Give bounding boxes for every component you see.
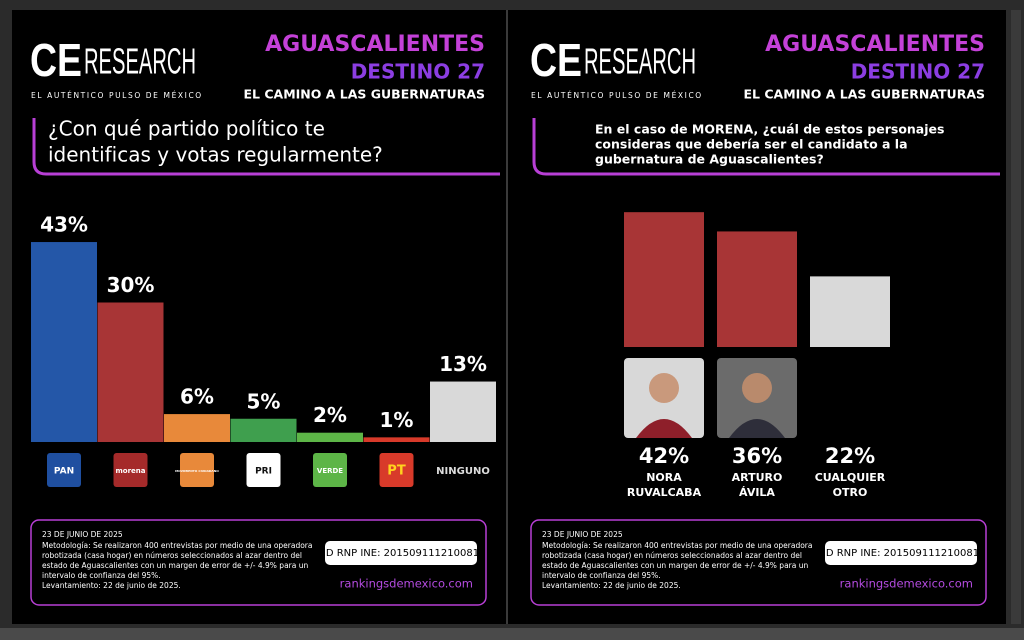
category-label: morena	[115, 467, 145, 475]
party-logo	[246, 453, 281, 487]
photo-head	[742, 373, 772, 403]
category-label: NORA RUVALCABA	[626, 471, 702, 499]
category-label: PRI	[255, 467, 272, 477]
methodology-line: intervalo de confianza del 95%.	[542, 571, 661, 580]
footer-date: 23 DE JUNIO DE 2025	[42, 530, 123, 539]
party-logo	[47, 453, 81, 487]
bar	[717, 231, 797, 347]
bar	[624, 212, 704, 347]
methodology-line: intervalo de confianza del 95%.	[42, 571, 161, 580]
bar	[297, 432, 363, 442]
methodology-line: Metodología: Se realizaron 400 entrevist…	[42, 541, 313, 550]
methodology-line: estado de Aguascalientes con un margen d…	[42, 561, 308, 570]
registry-box	[325, 541, 477, 565]
methodology-line: Metodología: Se realizaron 400 entrevist…	[542, 541, 813, 550]
series-name: DESTINO 27	[351, 60, 485, 84]
value-label: 13%	[439, 352, 487, 376]
registry: ID RNP INE: 201509111210081	[823, 548, 979, 559]
url: rankingsdemexico.com	[840, 577, 973, 591]
bar	[810, 276, 890, 347]
brand-word: RESEARCH	[84, 41, 196, 82]
value-label: 36%	[732, 444, 782, 468]
category-label: MOVIMIENTO CIUDADANO	[175, 469, 219, 473]
methodology-line: robotizada (casa hogar) en números selec…	[42, 551, 302, 560]
brand-word: RESEARCH	[584, 41, 696, 82]
tagline: EL AUTÉNTICO PULSO DE MÉXICO	[31, 91, 203, 100]
bar	[164, 414, 230, 442]
footer-box	[530, 519, 987, 606]
fieldwork: Levantamiento: 22 de junio de 2025.	[42, 581, 181, 590]
registry: ID RNP INE: 201509111210081	[323, 548, 479, 559]
value-label: 5%	[247, 389, 281, 413]
value-label: 1%	[380, 408, 414, 432]
registry-box	[825, 541, 977, 565]
state: AGUASCALIENTES	[265, 32, 485, 57]
subtitle: EL CAMINO A LAS GUBERNATURAS	[744, 87, 986, 102]
category-label: VERDE	[317, 467, 343, 475]
value-label: 6%	[180, 385, 214, 409]
photo-body	[636, 419, 692, 438]
party-logo	[113, 453, 148, 487]
category-label: PAN	[54, 467, 74, 477]
methodology-line: estado de Aguascalientes con un margen d…	[542, 561, 808, 570]
brand-mark: CE	[530, 34, 582, 86]
footer-date: 23 DE JUNIO DE 2025	[542, 530, 623, 539]
category-label: PT	[387, 464, 406, 479]
category-label: NINGUNO	[436, 466, 490, 477]
subtitle: EL CAMINO A LAS GUBERNATURAS	[244, 87, 486, 102]
series-name: DESTINO 27	[851, 60, 985, 84]
question-line: identificas y votas regularmente?	[48, 143, 383, 167]
bar	[31, 242, 97, 442]
state: AGUASCALIENTES	[765, 32, 985, 57]
brand-mark: CE	[30, 34, 82, 86]
scrollbar	[1011, 10, 1021, 624]
party-logo	[313, 453, 347, 487]
category-label: ARTURO ÁVILA	[731, 471, 783, 499]
question-frame	[32, 118, 500, 176]
party-logo	[180, 453, 214, 487]
methodology-line: robotizada (casa hogar) en números selec…	[542, 551, 802, 560]
footer-box	[30, 519, 487, 606]
question-line: ¿Con qué partido político te	[48, 117, 325, 141]
bar	[430, 381, 496, 442]
question-frame	[532, 118, 1000, 176]
question-line: gubernatura de Aguascalientes?	[595, 152, 824, 167]
value-label: 22%	[825, 444, 875, 468]
tagline: EL AUTÉNTICO PULSO DE MÉXICO	[531, 91, 703, 100]
photo-head	[649, 373, 679, 403]
value-label: 42%	[639, 444, 689, 468]
bar	[230, 418, 297, 442]
value-label: 43%	[40, 213, 88, 237]
bar	[363, 437, 430, 442]
value-label: 2%	[313, 403, 347, 427]
party-logo	[379, 453, 414, 487]
fieldwork: Levantamiento: 22 de junio de 2025.	[542, 581, 681, 590]
question-line: En el caso de MORENA, ¿cuál de estos per…	[595, 122, 944, 137]
category-label: CUALQUIER OTRO	[814, 471, 886, 499]
photo-body	[729, 419, 785, 438]
bar	[97, 302, 164, 442]
bottom-bar	[0, 628, 1024, 640]
url: rankingsdemexico.com	[340, 577, 473, 591]
value-label: 30%	[107, 273, 155, 297]
question-line: consideras que debería ser el candidato …	[595, 137, 908, 152]
